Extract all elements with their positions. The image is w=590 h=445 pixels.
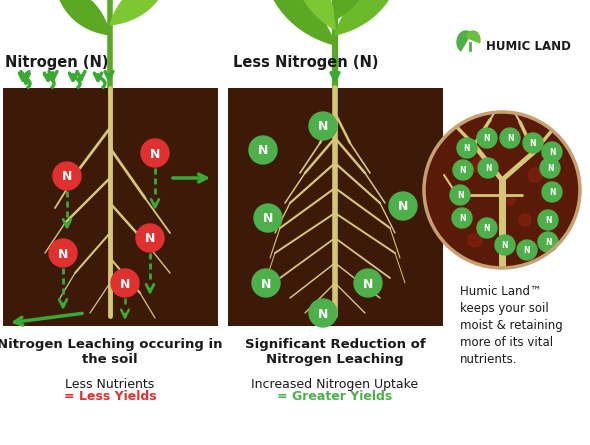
Circle shape bbox=[450, 185, 470, 205]
Text: N: N bbox=[460, 166, 466, 175]
Text: = Greater Yields: = Greater Yields bbox=[277, 390, 392, 403]
Text: = Less Yields: = Less Yields bbox=[64, 390, 156, 403]
Circle shape bbox=[452, 208, 472, 228]
Circle shape bbox=[500, 128, 520, 148]
Text: N: N bbox=[363, 278, 373, 291]
Circle shape bbox=[53, 162, 81, 190]
Polygon shape bbox=[110, 0, 170, 25]
Circle shape bbox=[453, 160, 473, 180]
Circle shape bbox=[538, 210, 558, 230]
Circle shape bbox=[424, 112, 580, 268]
Circle shape bbox=[136, 224, 164, 252]
Circle shape bbox=[141, 139, 169, 167]
Circle shape bbox=[528, 168, 542, 182]
Text: N: N bbox=[62, 170, 72, 183]
Circle shape bbox=[111, 269, 139, 297]
Circle shape bbox=[249, 136, 277, 164]
Polygon shape bbox=[466, 31, 480, 43]
Text: N: N bbox=[524, 246, 530, 255]
Text: Nitrogen Leaching occuring in
the soil: Nitrogen Leaching occuring in the soil bbox=[0, 338, 223, 366]
Bar bbox=[3, 88, 218, 326]
Circle shape bbox=[309, 112, 337, 140]
Text: Increased Nitrogen Uptake: Increased Nitrogen Uptake bbox=[251, 378, 418, 391]
Text: N: N bbox=[145, 232, 155, 246]
Circle shape bbox=[354, 269, 382, 297]
Circle shape bbox=[457, 138, 477, 158]
Text: N: N bbox=[485, 164, 491, 173]
Text: N: N bbox=[457, 191, 463, 200]
Polygon shape bbox=[265, 0, 335, 45]
Text: N: N bbox=[507, 134, 513, 143]
Text: N: N bbox=[464, 144, 470, 153]
Text: N: N bbox=[484, 134, 490, 143]
Circle shape bbox=[517, 240, 537, 260]
Polygon shape bbox=[55, 0, 110, 35]
Bar bbox=[228, 88, 443, 326]
Text: N: N bbox=[318, 121, 328, 134]
Circle shape bbox=[49, 239, 77, 267]
Text: N: N bbox=[150, 147, 160, 161]
Text: Humic Land™
keeps your soil
moist & retaining
more of its vital
nutrients.: Humic Land™ keeps your soil moist & reta… bbox=[460, 285, 563, 366]
Text: N: N bbox=[502, 241, 508, 250]
Text: N: N bbox=[547, 164, 553, 173]
Circle shape bbox=[468, 233, 482, 247]
Text: N: N bbox=[549, 188, 555, 197]
Text: N: N bbox=[120, 278, 130, 291]
Text: N: N bbox=[261, 278, 271, 291]
Text: N: N bbox=[398, 201, 408, 214]
Circle shape bbox=[495, 235, 515, 255]
Text: N: N bbox=[545, 238, 551, 247]
Polygon shape bbox=[290, 0, 335, 30]
Circle shape bbox=[472, 157, 488, 173]
Circle shape bbox=[523, 133, 543, 153]
Circle shape bbox=[538, 232, 558, 252]
Circle shape bbox=[389, 192, 417, 220]
Polygon shape bbox=[335, 0, 400, 35]
Circle shape bbox=[477, 218, 497, 238]
Text: N: N bbox=[484, 224, 490, 233]
Polygon shape bbox=[457, 31, 471, 51]
Text: Nitrogen (N): Nitrogen (N) bbox=[5, 54, 109, 69]
Text: N: N bbox=[459, 214, 466, 223]
Circle shape bbox=[540, 158, 560, 178]
Circle shape bbox=[254, 204, 282, 232]
Circle shape bbox=[542, 142, 562, 162]
Text: N: N bbox=[545, 216, 551, 225]
Polygon shape bbox=[335, 0, 375, 20]
Text: N: N bbox=[263, 213, 273, 226]
Circle shape bbox=[505, 195, 515, 205]
Text: Less Nutrients: Less Nutrients bbox=[65, 378, 155, 391]
Text: HUMIC LAND: HUMIC LAND bbox=[486, 40, 571, 53]
Text: N: N bbox=[318, 307, 328, 320]
Text: Less Nitrogen (N): Less Nitrogen (N) bbox=[233, 54, 379, 69]
Text: Significant Reduction of
Nitrogen Leaching: Significant Reduction of Nitrogen Leachi… bbox=[245, 338, 425, 366]
Polygon shape bbox=[424, 163, 443, 218]
Circle shape bbox=[252, 269, 280, 297]
Circle shape bbox=[477, 128, 497, 148]
Text: N: N bbox=[530, 139, 536, 148]
Circle shape bbox=[478, 158, 498, 178]
Text: N: N bbox=[549, 148, 555, 157]
Text: N: N bbox=[258, 145, 268, 158]
Circle shape bbox=[519, 214, 531, 226]
Text: N: N bbox=[58, 247, 68, 260]
Circle shape bbox=[542, 182, 562, 202]
Circle shape bbox=[309, 299, 337, 327]
